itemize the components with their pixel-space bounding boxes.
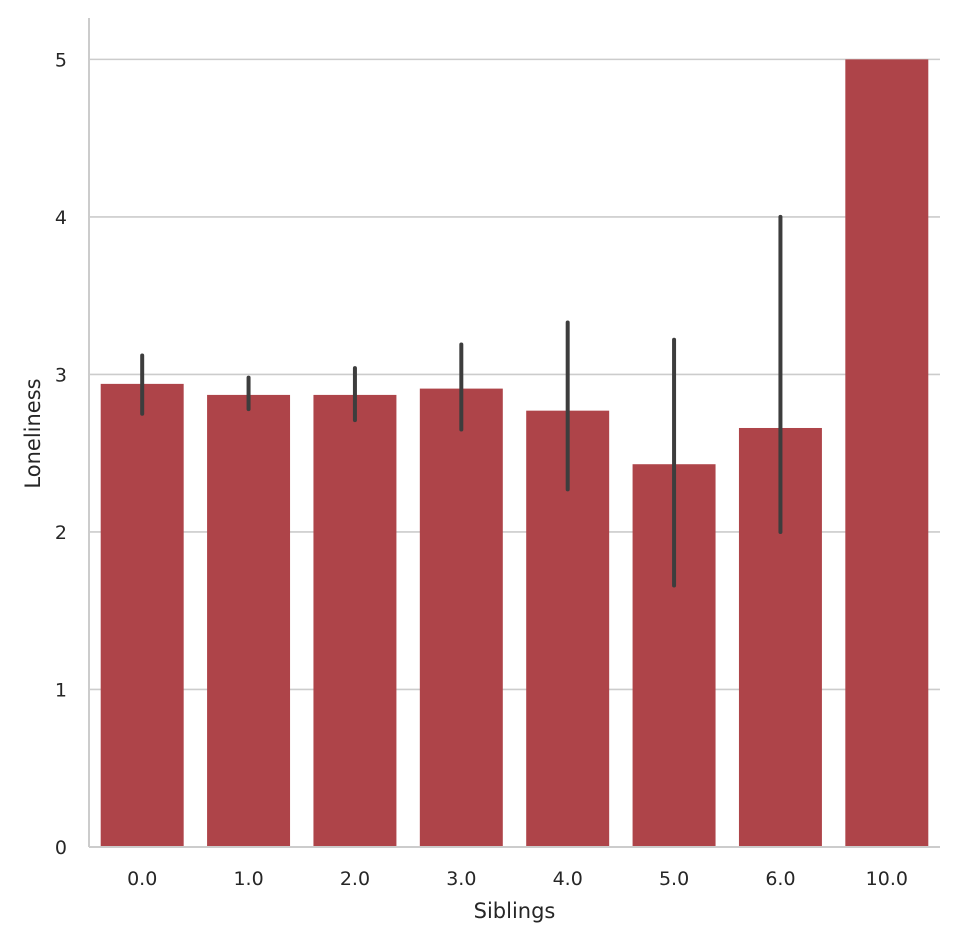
bar bbox=[845, 59, 929, 847]
y-tick-label: 5 bbox=[55, 49, 67, 71]
x-tick-label: 6.0 bbox=[765, 868, 795, 890]
bar bbox=[207, 394, 291, 847]
y-tick-label: 0 bbox=[55, 837, 67, 859]
x-tick-labels: 0.0 1.0 2.0 3.0 4.0 5.0 6.0 10.0 bbox=[127, 868, 908, 890]
x-tick-label: 4.0 bbox=[553, 868, 583, 890]
x-axis-label: Siblings bbox=[474, 899, 556, 923]
x-tick-label: 1.0 bbox=[233, 868, 263, 890]
y-axis-label: Loneliness bbox=[21, 378, 45, 488]
y-tick-label: 1 bbox=[55, 679, 67, 701]
x-tick-label: 0.0 bbox=[127, 868, 157, 890]
bar bbox=[100, 383, 184, 847]
x-tick-label: 10.0 bbox=[866, 868, 908, 890]
error-bars bbox=[140, 214, 783, 588]
x-tick-label: 5.0 bbox=[659, 868, 689, 890]
y-tick-label: 4 bbox=[55, 207, 67, 229]
x-tick-label: 3.0 bbox=[446, 868, 476, 890]
axes bbox=[88, 18, 940, 848]
bar bbox=[313, 394, 397, 847]
y-tick-label: 2 bbox=[55, 522, 67, 544]
bars bbox=[100, 59, 929, 847]
y-tick-labels: 0 1 2 3 4 5 bbox=[55, 49, 67, 859]
x-tick-label: 2.0 bbox=[340, 868, 370, 890]
bar bbox=[419, 388, 503, 847]
y-tick-label: 3 bbox=[55, 364, 67, 386]
